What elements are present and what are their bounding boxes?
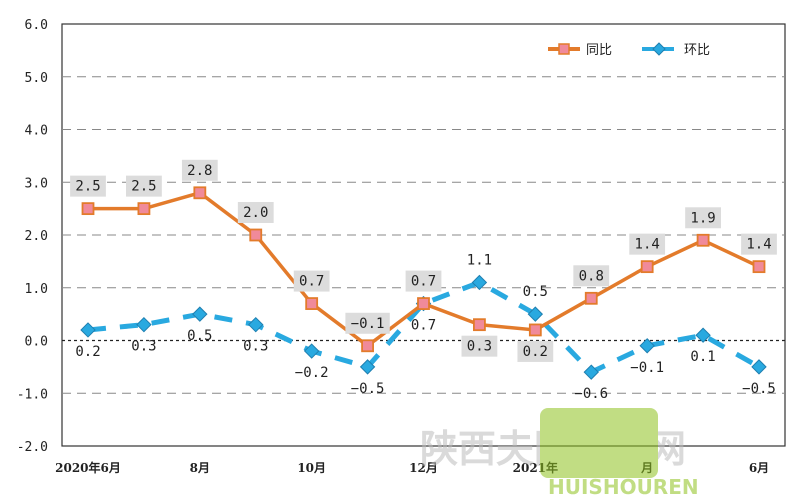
legend-marker-mom	[652, 42, 666, 56]
point-mom	[303, 343, 320, 359]
watermark-en: HUISHOUREN	[548, 475, 699, 499]
data-label-mom: 0.5	[187, 328, 212, 344]
data-label-yoy: 2.0	[243, 205, 268, 221]
point-yoy	[417, 297, 430, 310]
legend-label-mom: 环比	[684, 43, 710, 58]
data-label-yoy: 1.4	[635, 237, 660, 253]
data-label-yoy-box	[405, 270, 442, 292]
legend-marker-yoy	[558, 43, 570, 55]
point-mom	[192, 306, 208, 322]
watermark-logo-box	[540, 408, 658, 478]
point-yoy	[473, 318, 486, 332]
y-tick-label: -2.0	[17, 440, 48, 455]
data-label-yoy: 2.5	[75, 179, 100, 195]
data-label-yoy: 0.7	[299, 274, 324, 290]
point-mom	[695, 327, 711, 343]
watermark: 陕西夫回收部网 HUISHOUREN	[420, 408, 699, 499]
data-label-mom: −0.5	[742, 381, 776, 397]
data-label-yoy-box	[70, 175, 106, 197]
y-tick-label: 3.0	[25, 176, 48, 191]
point-mom	[583, 364, 599, 380]
data-label-yoy-box	[573, 265, 610, 287]
point-mom	[136, 316, 152, 333]
data-label-mom: −0.1	[630, 360, 664, 376]
point-mom	[639, 338, 655, 354]
point-mom	[80, 322, 96, 338]
data-label-mom: −0.2	[295, 365, 329, 381]
x-tick-label: 12月	[409, 461, 438, 475]
data-label-yoy-box	[345, 312, 390, 334]
data-label-yoy-box	[517, 340, 554, 362]
data-label-yoy-box	[293, 270, 330, 292]
point-yoy	[81, 202, 95, 216]
data-label-yoy: −0.1	[351, 316, 385, 332]
data-label-mom: 0.3	[131, 339, 156, 355]
point-mom	[751, 359, 767, 375]
data-label-mom: 0.3	[243, 339, 268, 355]
data-label-yoy-box	[741, 233, 777, 255]
x-tick-label: 2020年6月	[55, 460, 121, 475]
point-mom	[248, 316, 264, 333]
data-label-yoy-box	[126, 175, 162, 197]
point-yoy	[640, 260, 654, 274]
point-yoy	[752, 260, 766, 274]
series-group	[80, 186, 767, 380]
data-label-yoy: 0.7	[411, 274, 436, 290]
data-label-yoy-box	[237, 202, 274, 223]
y-tick-label: 6.0	[25, 18, 48, 33]
point-yoy	[137, 202, 151, 216]
data-label-yoy: 1.4	[746, 237, 771, 253]
point-mom	[359, 359, 376, 375]
point-yoy	[193, 186, 207, 200]
data-label-mom: 0.5	[523, 284, 548, 300]
x-tick-label: 10月	[297, 461, 326, 475]
data-label-yoy: 2.8	[187, 163, 212, 179]
point-yoy	[305, 297, 319, 310]
data-label-mom: 1.1	[467, 252, 492, 268]
x-tick-label: 6月	[749, 461, 769, 475]
y-tick-label: 0.0	[25, 335, 48, 350]
data-label-yoy: 0.8	[579, 268, 604, 284]
data-label-yoy: 0.2	[523, 344, 548, 360]
y-tick-label: 4.0	[25, 124, 48, 139]
point-mom	[527, 306, 544, 322]
legend-label-yoy: 同比	[586, 43, 612, 58]
point-yoy	[361, 339, 374, 353]
point-yoy	[584, 291, 598, 305]
y-tick-label: 2.0	[25, 229, 48, 244]
data-label-yoy-box	[461, 335, 498, 357]
legend: 同比 环比	[548, 42, 710, 58]
data-label-mom: 0.1	[690, 349, 715, 365]
point-yoy	[249, 228, 263, 242]
x-tick-label: 8月	[190, 461, 210, 475]
data-label-mom: −0.5	[351, 381, 385, 397]
data-label-mom: −0.6	[574, 386, 608, 402]
data-labels: 2.5 2.5 2.8 2.0 0.7 −0.1 0.7 0.3 0.2 0.8 1.4 1.9 1.4…	[70, 159, 777, 402]
data-label-mom: 0.2	[75, 344, 100, 360]
y-tick-label: -1.0	[17, 387, 48, 402]
data-label-yoy-box	[181, 159, 218, 181]
data-label-yoy-box	[629, 233, 666, 255]
point-yoy	[696, 233, 710, 247]
y-tick-label: 5.0	[25, 71, 48, 86]
data-label-yoy: 1.9	[690, 210, 715, 226]
data-label-yoy: 0.3	[467, 339, 492, 355]
y-tick-label: 1.0	[25, 282, 48, 297]
point-mom	[471, 274, 488, 291]
y-axis-ticks: 6.0 5.0 4.0 3.0 2.0 1.0 0.0 -1.0 -2.0	[17, 18, 48, 455]
grid-lines	[61, 23, 786, 447]
data-label-yoy: 2.5	[131, 179, 156, 195]
data-label-yoy-box	[685, 207, 721, 229]
data-label-mom: 0.7	[411, 318, 436, 334]
point-yoy	[528, 323, 542, 337]
